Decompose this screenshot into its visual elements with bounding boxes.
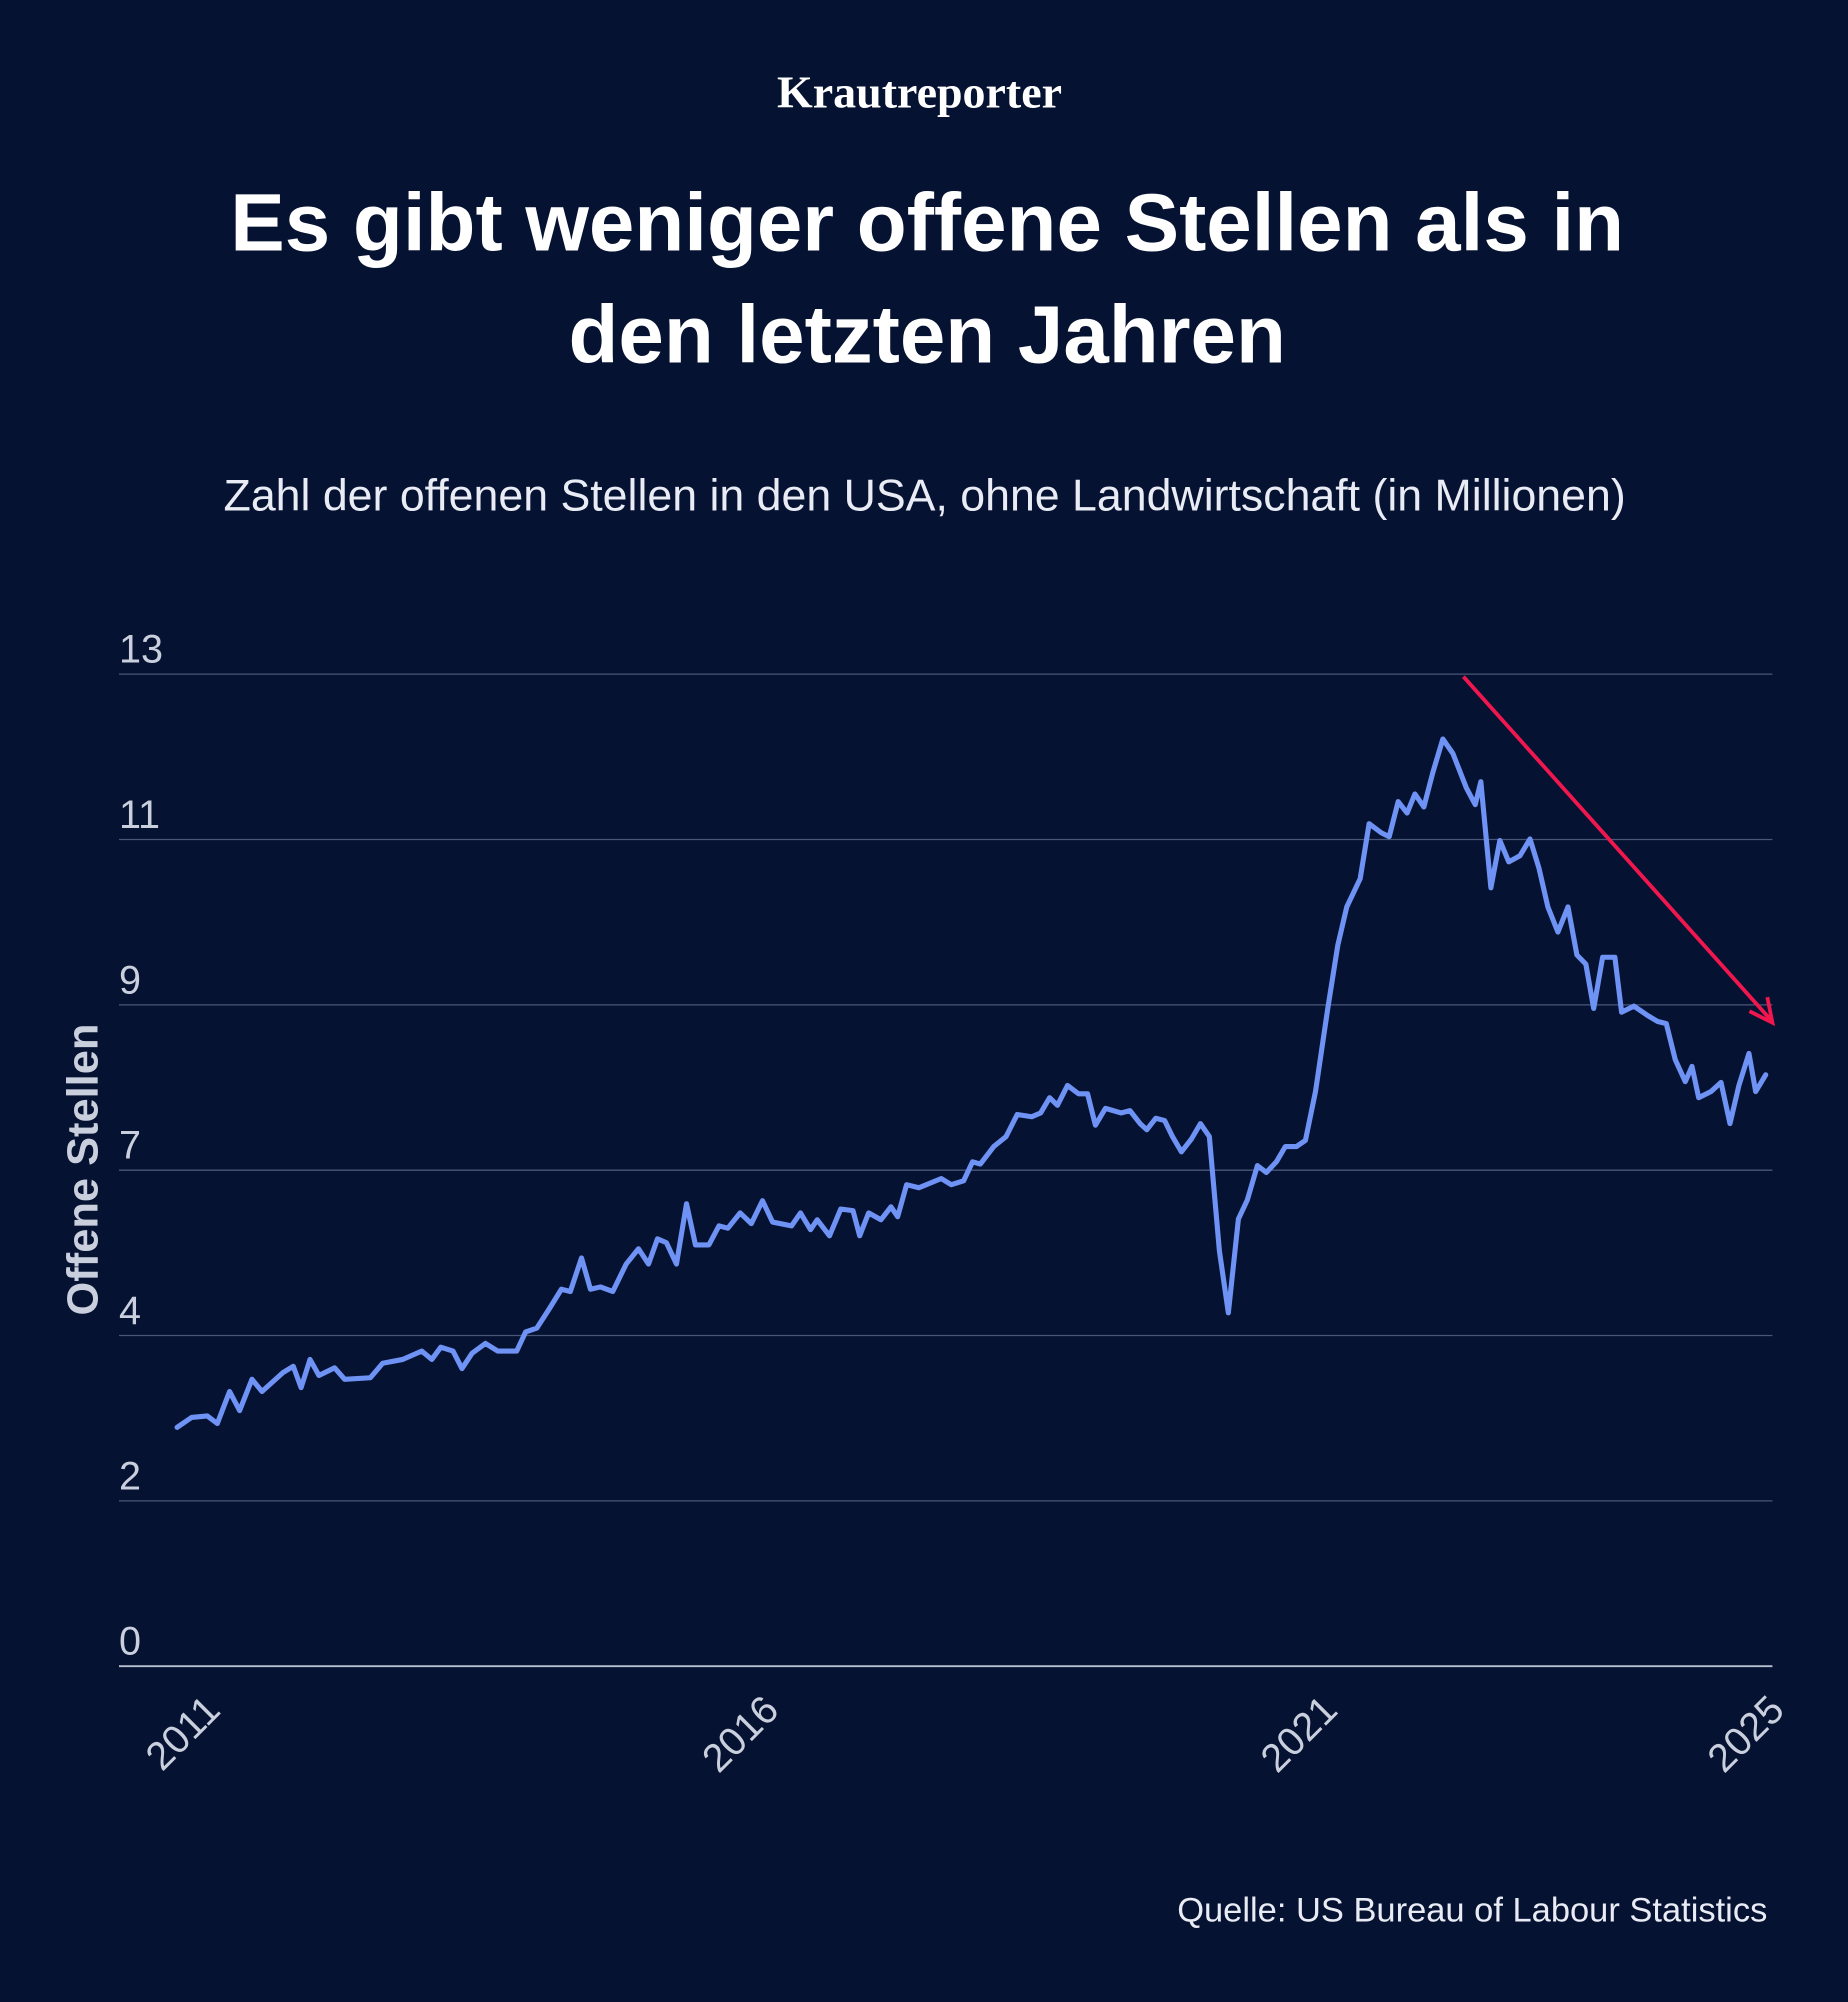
source: Quelle: US Bureau of Labour Statistics — [1177, 1892, 1767, 1930]
chart-subtitle: Zahl der offenen Stellen in den USA, ohn… — [224, 472, 1626, 521]
y-tick-label: 13 — [119, 628, 163, 672]
y-tick-label: 7 — [119, 1124, 141, 1168]
arrow-line — [1462, 675, 1772, 1021]
chart-title: Es gibt weniger offene Stellen als in — [230, 177, 1624, 268]
y-tick-label: 2 — [119, 1454, 141, 1498]
y-tick-label: 11 — [119, 793, 160, 837]
line-series — [174, 736, 1769, 1430]
y-axis-label: Offene Stellen — [59, 1024, 107, 1316]
arrow-head — [1748, 996, 1776, 1027]
chart-title: den letzten Jahren — [569, 290, 1286, 381]
trend-arrow — [1462, 675, 1776, 1027]
brand: Krautreporter — [777, 66, 1062, 117]
y-tick-label: 9 — [119, 958, 141, 1002]
y-tick-label: 0 — [119, 1620, 141, 1664]
y-tick-label: 4 — [119, 1289, 141, 1333]
